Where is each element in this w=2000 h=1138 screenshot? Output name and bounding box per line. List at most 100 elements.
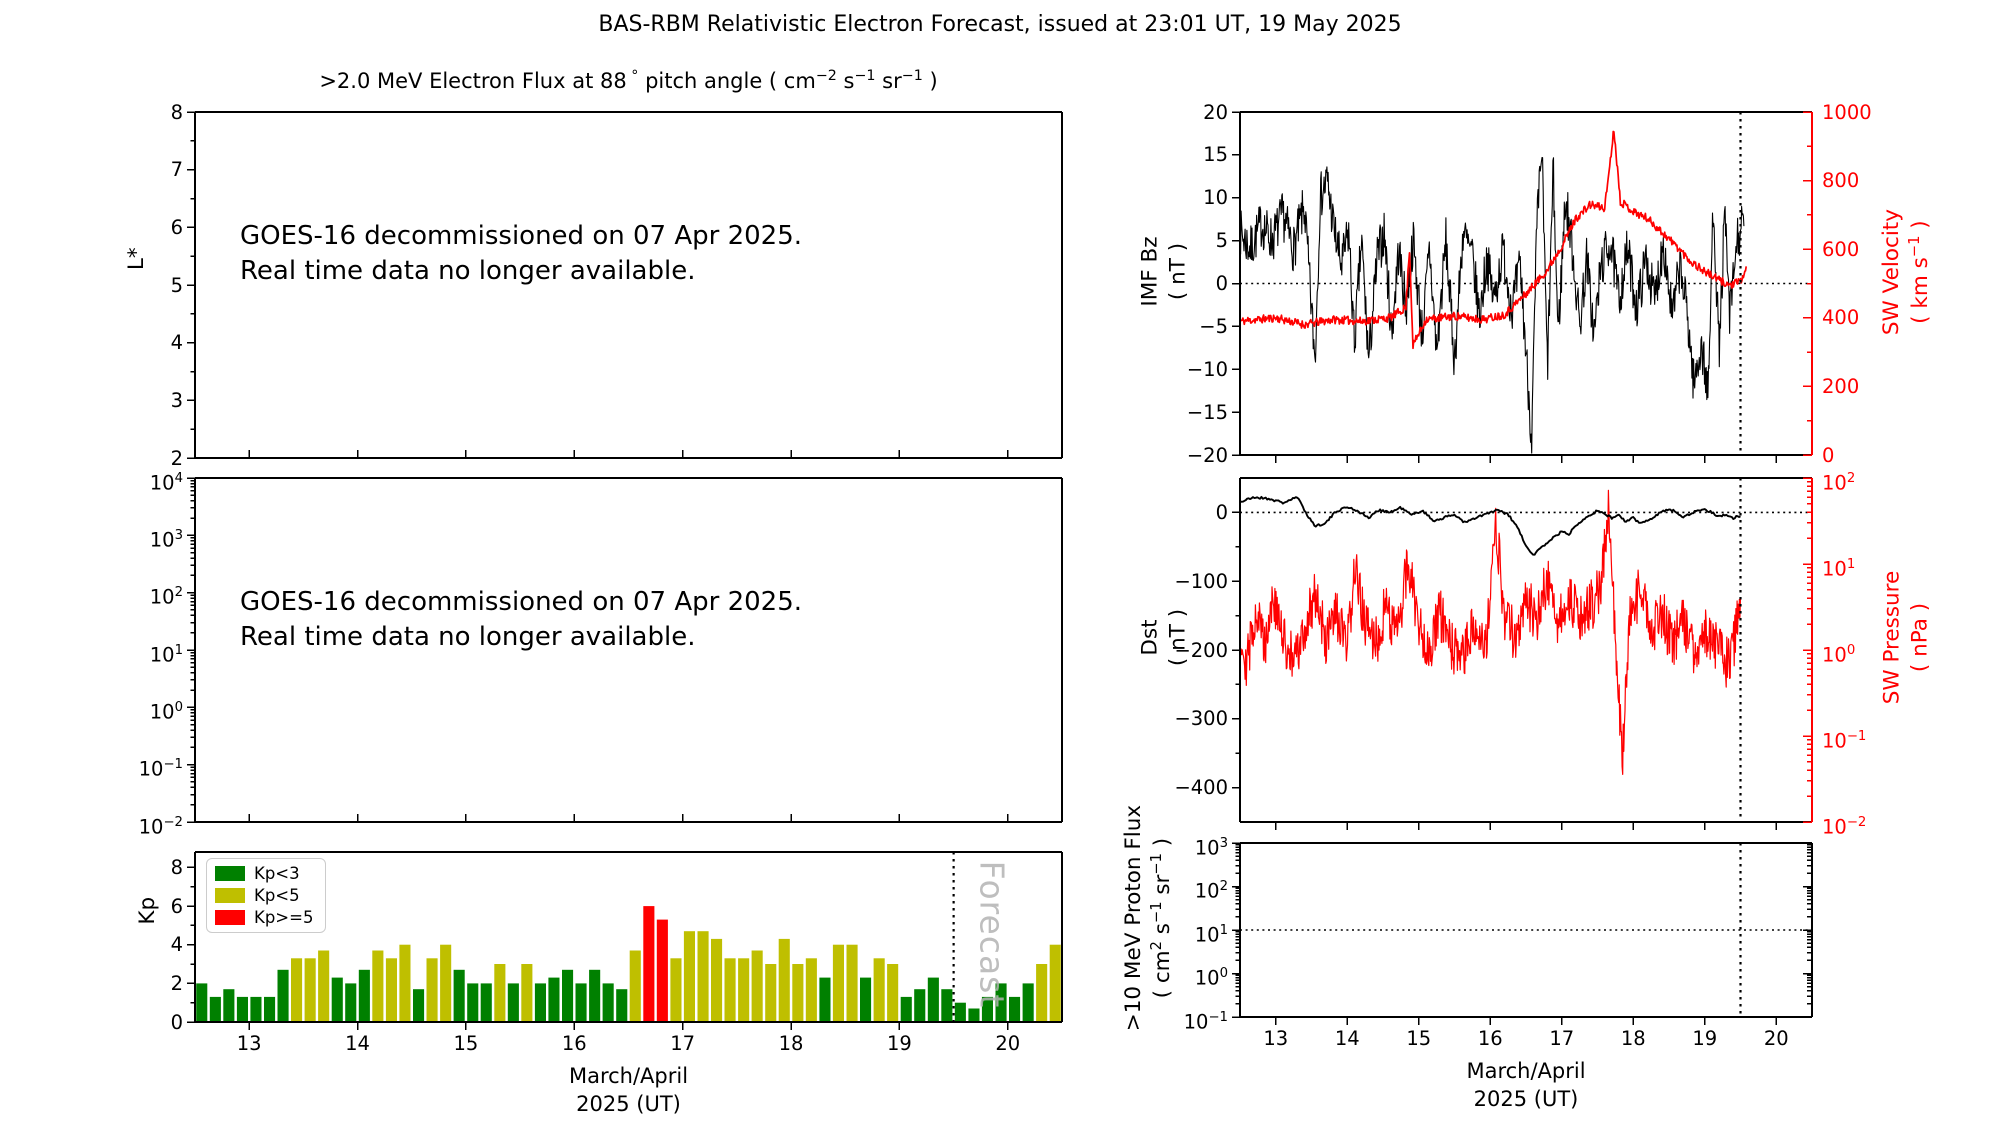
proton-tick-label: 103	[1194, 835, 1228, 860]
kp-bar	[345, 983, 357, 1022]
sw-pressure-series	[1240, 489, 1742, 775]
x-tick-label: 18	[778, 1032, 804, 1055]
x-ticks	[248, 450, 1009, 458]
kp-bar	[656, 919, 668, 1022]
kp-bar	[562, 969, 574, 1022]
y-ticks	[187, 866, 195, 1023]
kp-tick-label: 0	[170, 1010, 183, 1034]
x-tick-label: 20	[995, 1032, 1021, 1055]
sw-pressure-tick-label: 100	[1822, 642, 1856, 667]
x-tick-label: 14	[345, 1032, 370, 1055]
imf-tick-label: −10	[1186, 357, 1228, 381]
kp-bar	[548, 977, 560, 1022]
kp-bar	[209, 996, 221, 1022]
sw-pressure-tick-label: 101	[1822, 556, 1856, 581]
proton-tick-label: 101	[1194, 922, 1228, 947]
x-tick-label: 13	[1263, 1027, 1289, 1050]
kp-bar	[765, 964, 777, 1022]
sw-velocity-tick-label: 1000	[1822, 100, 1872, 124]
y-ticks	[190, 886, 195, 1004]
x-tick-label: 15	[453, 1032, 479, 1055]
x-tick-label: 15	[1406, 1027, 1432, 1050]
y-ticks	[1232, 111, 1240, 456]
y-ticks	[190, 140, 195, 430]
kp-bar	[589, 969, 601, 1022]
kp-bar	[860, 977, 872, 1022]
y-ticks	[187, 111, 195, 459]
kp-bar	[440, 944, 452, 1022]
proton-tick-label: 100	[1194, 966, 1228, 990]
kp-bar	[385, 958, 397, 1023]
kp-bar	[264, 996, 276, 1022]
kp-bar	[968, 1008, 980, 1022]
kp-bar	[196, 983, 208, 1022]
proton-flux-axis-label: >10 MeV Proton Flux( cm2 s−1 sr−1 )	[1120, 804, 1175, 1032]
imf-tick-label: 15	[1203, 143, 1228, 167]
kp-bar	[805, 958, 817, 1023]
l-tick-label: 3	[170, 388, 183, 412]
kp-bar	[413, 989, 425, 1022]
y-ticks	[1235, 546, 1240, 754]
dst-tick-label: −300	[1174, 707, 1228, 731]
x-tick-label: 19	[1692, 1027, 1718, 1050]
goes16-annotation: GOES-16 decommissioned on 07 Apr 2025. Re…	[240, 221, 802, 287]
kp-bar	[900, 996, 912, 1022]
x-tick-label: 16	[1477, 1027, 1503, 1050]
x-tick-label: 20	[1763, 1027, 1789, 1050]
y-ticks	[1807, 145, 1812, 422]
electron-flux-title: >2.0 MeV Electron Flux at 88 ° pitch ang…	[319, 68, 938, 93]
goes16-annotation: GOES-16 decommissioned on 07 Apr 2025. Re…	[240, 586, 802, 652]
l-tick-label: 100	[149, 699, 183, 724]
sw-pressure-axis-label: SW Pressure( nPa )	[1879, 570, 1932, 705]
l-tick-label: 8	[170, 100, 183, 124]
kp-bar	[778, 938, 790, 1022]
l-tick-label: 10−2	[138, 814, 183, 839]
x-ticks	[248, 814, 1009, 822]
sw-velocity-tick-label: 600	[1822, 237, 1860, 261]
proton_flux-frame	[1239, 842, 1813, 1018]
sw-pressure-tick-label: 102	[1822, 470, 1856, 495]
x-tick-label: 17	[1549, 1027, 1575, 1050]
kp-bar	[534, 983, 546, 1022]
dst-tick-label: 0	[1215, 500, 1228, 524]
kp-bar	[331, 977, 343, 1022]
kp-bar	[683, 931, 695, 1022]
kp-bar	[670, 958, 682, 1023]
y-ticks	[1803, 477, 1812, 823]
legend-row: Kp<3	[215, 864, 313, 883]
kp-tick-label: 8	[170, 855, 183, 879]
sw-velocity-tick-label: 400	[1822, 306, 1860, 330]
imf-tick-label: 0	[1215, 272, 1228, 295]
l-tick-label: 7	[170, 158, 183, 182]
kp-bar	[426, 958, 438, 1023]
kp-bar	[941, 989, 953, 1022]
l-tick-label: 104	[149, 470, 183, 495]
kp-bar	[954, 1002, 966, 1022]
plot-canvas	[187, 111, 1813, 1030]
x-tick-label: 14	[1334, 1027, 1360, 1050]
kp-bar	[304, 958, 316, 1023]
x-tick-label: 16	[561, 1032, 587, 1055]
imf-tick-label: −5	[1199, 314, 1228, 338]
sw-velocity-tick-label: 800	[1822, 169, 1860, 193]
y-ticks	[1803, 111, 1812, 456]
y-ticks	[1232, 842, 1240, 1018]
y-ticks	[187, 477, 195, 823]
kp-bar	[277, 969, 289, 1022]
kp-legend: Kp<3 Kp<5 Kp>=5	[206, 858, 327, 933]
x-tick-label: 19	[887, 1032, 912, 1055]
sw-velocity-tick-label: 200	[1822, 374, 1860, 398]
l-tick-label: 101	[149, 642, 183, 667]
kp-bar	[832, 944, 844, 1022]
legend-label: Kp>=5	[254, 908, 314, 927]
kp-bar	[480, 983, 492, 1022]
kp-bar	[643, 906, 655, 1022]
l-tick-label: 103	[149, 527, 183, 552]
dst-tick-label: −400	[1174, 776, 1228, 800]
kp-bar	[575, 983, 587, 1022]
l-tick-label: 10−1	[138, 757, 183, 781]
kp-axis-label: Kp	[135, 896, 161, 925]
y-ticks	[1807, 481, 1812, 797]
proton-tick-label: 10−1	[1183, 1009, 1228, 1034]
kp-bar	[291, 958, 303, 1023]
